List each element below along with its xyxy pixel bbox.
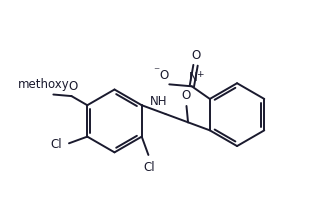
- Text: NH: NH: [150, 95, 167, 108]
- Text: O: O: [191, 49, 201, 62]
- Text: N: N: [189, 71, 197, 85]
- Text: O: O: [182, 89, 191, 102]
- Text: O: O: [68, 80, 77, 93]
- Text: methoxy: methoxy: [17, 78, 69, 91]
- Text: ⁻: ⁻: [153, 65, 159, 78]
- Text: Cl: Cl: [144, 161, 155, 174]
- Text: +: +: [196, 70, 203, 79]
- Text: O: O: [159, 69, 168, 82]
- Text: Cl: Cl: [50, 138, 62, 151]
